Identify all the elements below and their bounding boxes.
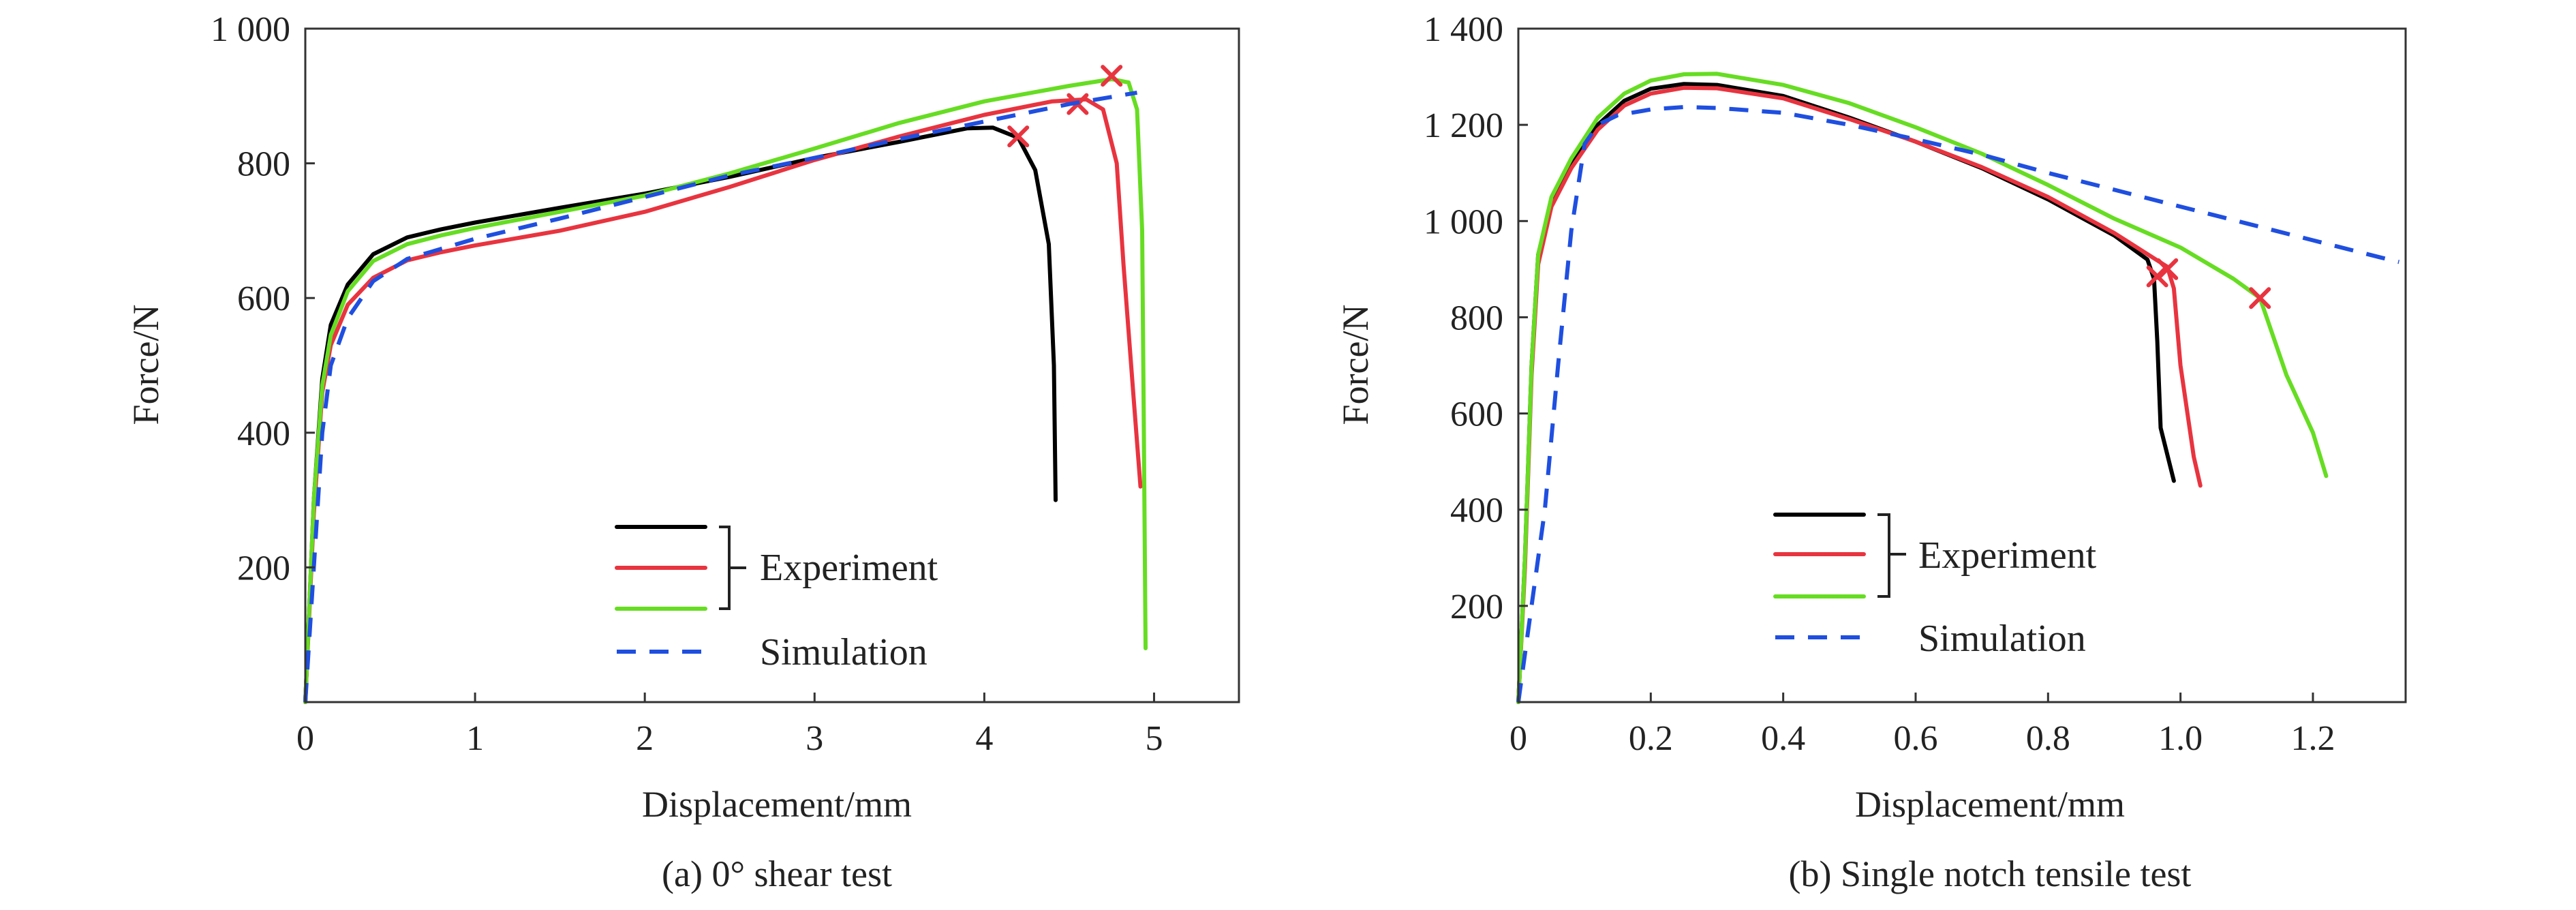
series-line-b-black [1516, 82, 2176, 704]
x-tick-label-b-2: 0.4 [1761, 719, 1805, 758]
y-tick-label-b-2: 600 [1450, 395, 1503, 434]
legend-b-brace [1877, 513, 1906, 598]
y-tick-label-b-5: 1 200 [1424, 106, 1503, 145]
x-tick-label-b-4: 0.8 [2026, 719, 2070, 758]
legend-a-experiment-label: Experiment [760, 547, 938, 589]
y-tick-label-b-4: 1 000 [1424, 202, 1503, 241]
ticks-layer-a: 0 1 2 3 4 5 200 400 600 800 1 000 [211, 10, 1163, 758]
x-tick-label-a-1: 1 [466, 719, 484, 758]
y-tick-label-b-6: 1 400 [1424, 10, 1503, 49]
legend-b-simulation-label: Simulation [1918, 618, 2086, 660]
x-tick-label-a-0: 0 [296, 719, 314, 758]
x-axis-title-b: Displacement/mm [1855, 784, 2125, 825]
plot-frame-b [1517, 27, 2407, 703]
x-axis-title-a: Displacement/mm [642, 784, 912, 825]
y-tick-label-a-4: 1 000 [211, 10, 290, 49]
y-axis-title-b: Force/N [1335, 305, 1376, 425]
fracture-marker-a-black [1007, 125, 1030, 148]
series-line-a-red [303, 97, 1143, 704]
chart-panel-b: 0 0.2 0.4 0.6 0.8 1.0 1.2 200 400 600 800 1 000 1 20… [1335, 10, 2407, 894]
series-layer-a [303, 65, 1148, 704]
x-tick-label-a-2: 2 [636, 719, 654, 758]
y-tick-label-b-3: 800 [1450, 299, 1503, 337]
y-tick-label-b-1: 400 [1450, 491, 1503, 530]
x-tick-label-a-3: 3 [806, 719, 823, 758]
legend-a-simulation-label: Simulation [760, 631, 927, 673]
x-tick-label-a-5: 5 [1145, 719, 1163, 758]
legend-a-brace [719, 526, 746, 610]
x-tick-label-a-4: 4 [975, 719, 993, 758]
legend-a: Experiment Simulation [615, 525, 938, 673]
fracture-marker-a-green [1101, 65, 1123, 87]
x-tick-label-b-6: 1.2 [2290, 719, 2335, 758]
x-tick-label-b-1: 0.2 [1629, 719, 1673, 758]
series-line-b-simulation [1516, 105, 2400, 703]
y-tick-label-a-2: 600 [237, 279, 290, 318]
x-tick-label-b-5: 1.0 [2158, 719, 2203, 758]
y-tick-label-b-0: 200 [1450, 588, 1503, 626]
x-tick-label-b-0: 0 [1509, 719, 1527, 758]
series-line-a-simulation [303, 90, 1137, 703]
plot-frame-a [304, 27, 1240, 703]
y-tick-label-a-1: 400 [237, 414, 290, 453]
legend-b: Experiment Simulation [1773, 513, 2097, 660]
y-tick-label-a-0: 200 [237, 549, 290, 588]
y-tick-label-a-3: 800 [237, 145, 290, 184]
series-line-b-red [1516, 85, 2203, 704]
series-line-b-green [1516, 72, 2329, 704]
caption-a: (a) 0° shear test [662, 853, 892, 894]
ticks-layer-b: 0 0.2 0.4 0.6 0.8 1.0 1.2 200 400 600 800 1 000 1 20… [1424, 10, 2335, 758]
x-tick-label-b-3: 0.6 [1893, 719, 1937, 758]
fracture-marker-b-green [2249, 287, 2271, 309]
legend-b-experiment-label: Experiment [1918, 534, 2097, 577]
series-line-a-black [303, 125, 1058, 704]
chart-panel-a: 0 1 2 3 4 5 200 400 600 800 1 000 Experiment Simul… [125, 10, 1240, 894]
y-axis-title-a: Force/N [125, 305, 166, 425]
caption-b: (b) Single notch tensile test [1789, 853, 2192, 894]
series-layer-b [1516, 72, 2400, 704]
fracture-marker-b-red [2156, 258, 2179, 280]
